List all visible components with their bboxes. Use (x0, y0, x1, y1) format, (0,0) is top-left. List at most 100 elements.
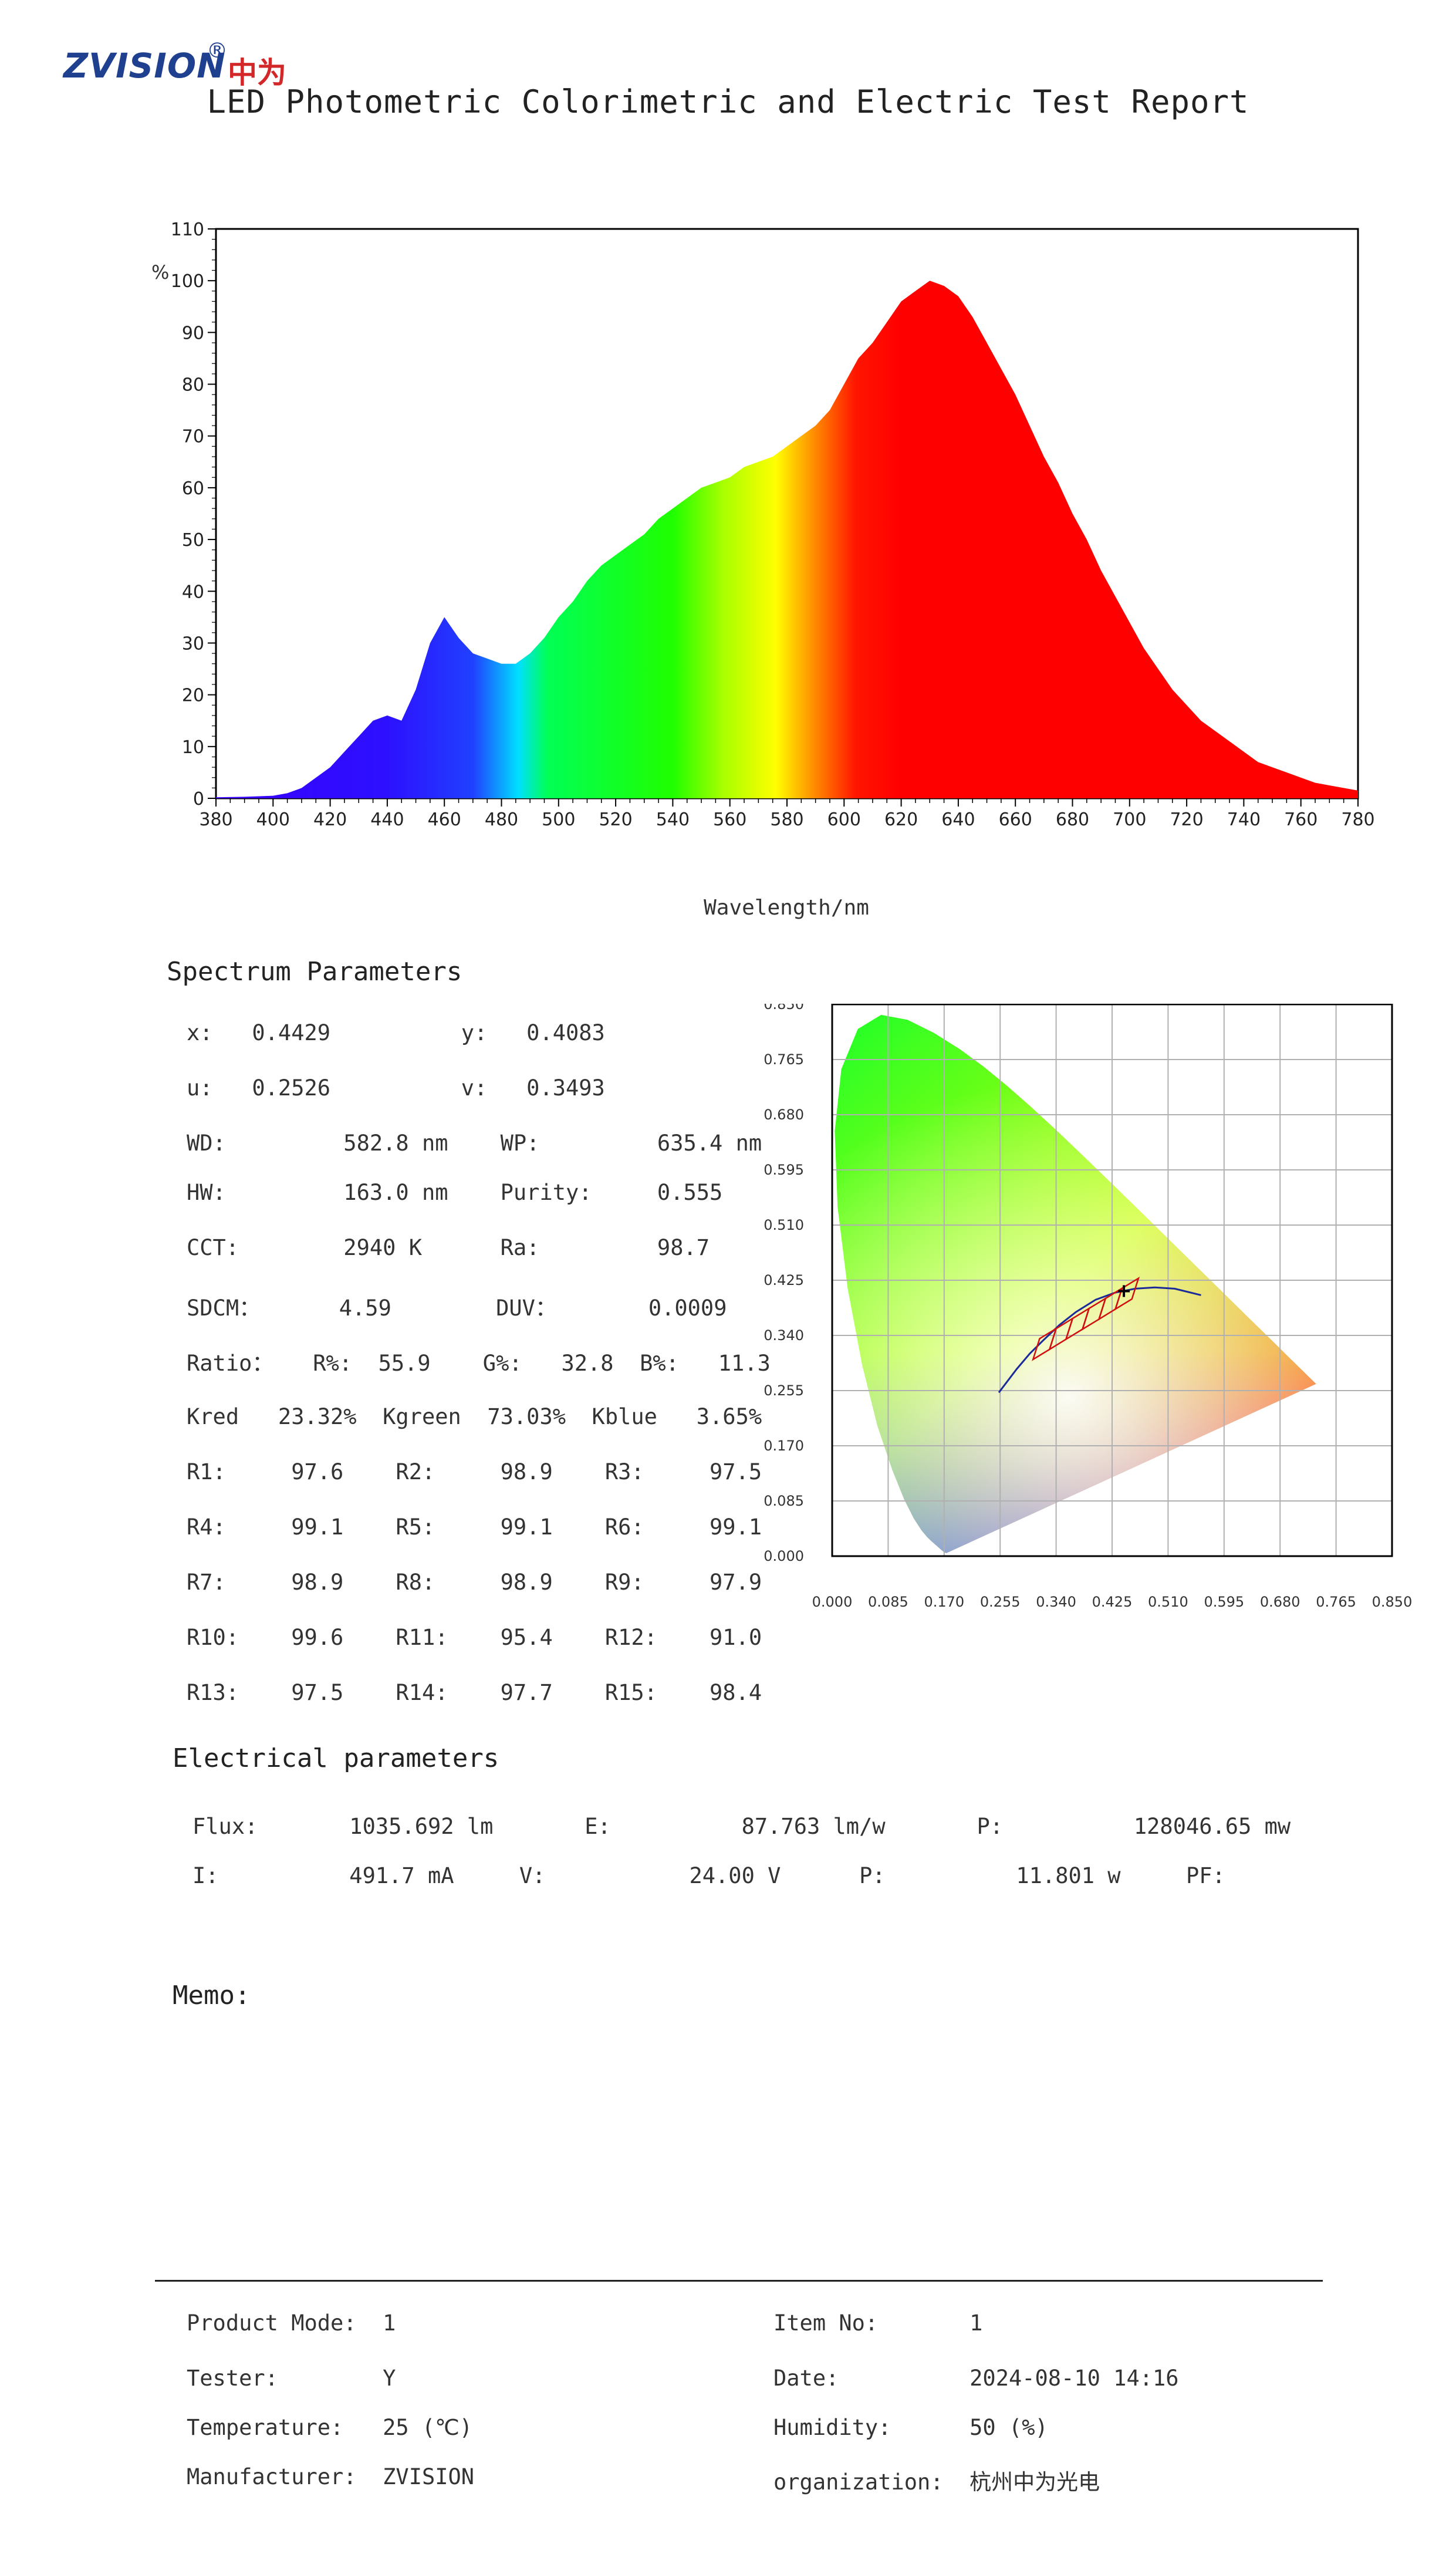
x-tick-label: 760 (1284, 809, 1318, 830)
planckian-locus (998, 1286, 1201, 1394)
cie-grid (831, 1004, 1393, 1557)
x-tick-label: 460 (428, 809, 461, 830)
cie-y-tick-label: 0.340 (764, 1327, 804, 1344)
footer-left-field: Product Mode: 1 (187, 2310, 396, 2336)
y-tick-label: 80 (182, 375, 204, 396)
cie-x-tick-label: 0.170 (924, 1594, 964, 1610)
param-line: Kred 23.32% Kgreen 73.03% Kblue 3.65% (187, 1404, 762, 1429)
cie-x-tick-label: 0.595 (1204, 1594, 1244, 1610)
param-line: CCT: 2940 K Ra: 98.7 (187, 1235, 710, 1260)
x-tick-label: 400 (256, 809, 290, 830)
spectrum-area (216, 281, 1358, 798)
x-tick-label: 580 (770, 809, 803, 830)
param-line: R10: 99.6 R11: 95.4 R12: 91.0 (187, 1625, 762, 1650)
footer-divider (155, 2280, 1323, 2282)
cie-diagram: 0.000 0.085 0.170 0.255 0.340 0.425 0.510 0.595… (764, 1004, 1412, 1610)
cie-x-tick-label: 0.425 (1092, 1594, 1133, 1610)
cie-y-tick-label: 0.510 (764, 1217, 804, 1233)
electrical-heading: Electrical parameters (173, 1743, 499, 1773)
spectrum-chart: 380 400 420 440 460 480 500 520 540 560 580 600 620 6… (151, 220, 1375, 920)
logo-text: ZVISION (63, 46, 226, 86)
y-tick-label: 0 (193, 789, 204, 809)
param-line: R1: 97.6 R2: 98.9 R3: 97.5 (187, 1459, 762, 1485)
cie-x-tick-label: 0.255 (980, 1594, 1021, 1610)
x-tick-label: 680 (1056, 809, 1089, 830)
y-tick-label: 20 (182, 686, 204, 706)
memo-label: Memo: (173, 1981, 251, 2010)
x-tick-label: 720 (1170, 809, 1203, 830)
x-tick-label: 520 (599, 809, 632, 830)
x-tick-label: 380 (199, 809, 232, 830)
footer-right-field: Item No: 1 (773, 2310, 983, 2336)
cie-y-tick-label: 0.765 (764, 1051, 804, 1068)
cie-y-tick-label: 0.680 (764, 1106, 804, 1123)
x-tick-label: 500 (542, 809, 575, 830)
footer-left-field: Tester: Y (187, 2366, 396, 2391)
registered-mark: ® (207, 39, 228, 63)
cie-y-tick-label: 0.425 (764, 1272, 804, 1288)
y-tick-label: 10 (182, 737, 204, 758)
spectrum-axis: 380 400 420 440 460 480 500 520 540 560 580 600 620 6… (171, 220, 1375, 830)
cie-y-tick-label: 0.085 (764, 1493, 804, 1509)
param-line: R7: 98.9 R8: 98.9 R9: 97.9 (187, 1570, 762, 1595)
param-line: HW: 163.0 nm Purity: 0.555 (187, 1180, 723, 1205)
cie-y-tick-label: 0.595 (764, 1162, 804, 1178)
x-tick-label: 420 (313, 809, 347, 830)
footer-right-field: organization: 杭州中为光电 (773, 2469, 1100, 2495)
x-tick-label: 620 (884, 809, 918, 830)
param-line: R4: 99.1 R5: 99.1 R6: 99.1 (187, 1514, 762, 1540)
y-tick-label: 50 (182, 530, 204, 551)
cie-x-tick-label: 0.850 (1372, 1594, 1413, 1610)
y-tick-label: 30 (182, 633, 204, 654)
param-line: WD: 582.8 nm WP: 635.4 nm (187, 1131, 762, 1156)
cie-x-tick-label: 0.000 (812, 1594, 853, 1610)
footer-left-field: Temperature: 25 (℃) (187, 2415, 473, 2440)
footer-right-field: Date: 2024-08-10 14:16 (773, 2366, 1179, 2391)
y-tick-label: 110 (171, 220, 204, 240)
spectrum-params-heading: Spectrum Parameters (167, 957, 462, 987)
cie-x-tick-label: 0.510 (1148, 1594, 1188, 1610)
param-line: R13: 97.5 R14: 97.7 R15: 98.4 (187, 1680, 762, 1705)
param-line: Ratio： R%: 55.9 G%: 32.8 B%: 11.3 (187, 1351, 771, 1376)
cie-y-tick-label: 0.850 (764, 1004, 804, 1013)
measured-point-marker (1118, 1285, 1130, 1297)
cie-x-tick-label: 0.680 (1260, 1594, 1300, 1610)
y-tick-label: 100 (171, 271, 204, 292)
y-tick-label: 70 (182, 427, 204, 447)
x-axis-label: Wavelength/nm (704, 896, 869, 920)
cie-frame (831, 1004, 1393, 1557)
cie-y-tick-label: 0.170 (764, 1438, 804, 1454)
x-tick-label: 560 (713, 809, 746, 830)
cie-x-tick-label: 0.085 (868, 1594, 908, 1610)
logo-chinese: 中为 (228, 56, 286, 90)
electrical-line-1: Flux: 1035.692 lm E: 87.763 lm/w P: 1280… (192, 1814, 1291, 1839)
cie-x-tick-label: 0.765 (1316, 1594, 1356, 1610)
x-tick-label: 540 (656, 809, 690, 830)
param-line: x: 0.4429 y: 0.4083 (187, 1020, 605, 1045)
x-tick-label: 440 (370, 809, 404, 830)
y-tick-label: 40 (182, 582, 204, 602)
cie-color-fill (835, 1014, 1316, 1553)
ansi-bin (1114, 1276, 1140, 1311)
cie-y-tick-label: 0.000 (764, 1548, 804, 1564)
electrical-line-2: I: 491.7 mA V: 24.00 V P: 11.801 w PF: (192, 1863, 1225, 1888)
y-tick-label: 60 (182, 478, 204, 499)
x-tick-label: 600 (827, 809, 861, 830)
x-tick-label: 660 (999, 809, 1032, 830)
x-tick-label: 700 (1113, 809, 1146, 830)
x-tick-label: 640 (941, 809, 975, 830)
ansi-bins (1032, 1276, 1140, 1361)
y-tick-label: 90 (182, 323, 204, 343)
x-tick-label: 740 (1227, 809, 1261, 830)
y-unit-label: % (151, 261, 169, 284)
footer-left-field: Manufacturer: ZVISION (187, 2464, 475, 2489)
cie-x-tick-label: 0.340 (1036, 1594, 1076, 1610)
footer-right-field: Humidity: 50 (%) (773, 2415, 1048, 2440)
cie-y-tick-label: 0.255 (764, 1382, 804, 1399)
x-tick-label: 780 (1341, 809, 1374, 830)
param-line: SDCM： 4.59 DUV： 0.0009 (187, 1296, 727, 1321)
x-tick-label: 480 (485, 809, 518, 830)
cie-axis: 0.000 0.085 0.170 0.255 0.340 0.425 0.510 0.595… (764, 1004, 1412, 1610)
report-title: LED Photometric Colorimetric and Electri… (207, 83, 1249, 120)
param-line: u: 0.2526 v: 0.3493 (187, 1075, 605, 1101)
